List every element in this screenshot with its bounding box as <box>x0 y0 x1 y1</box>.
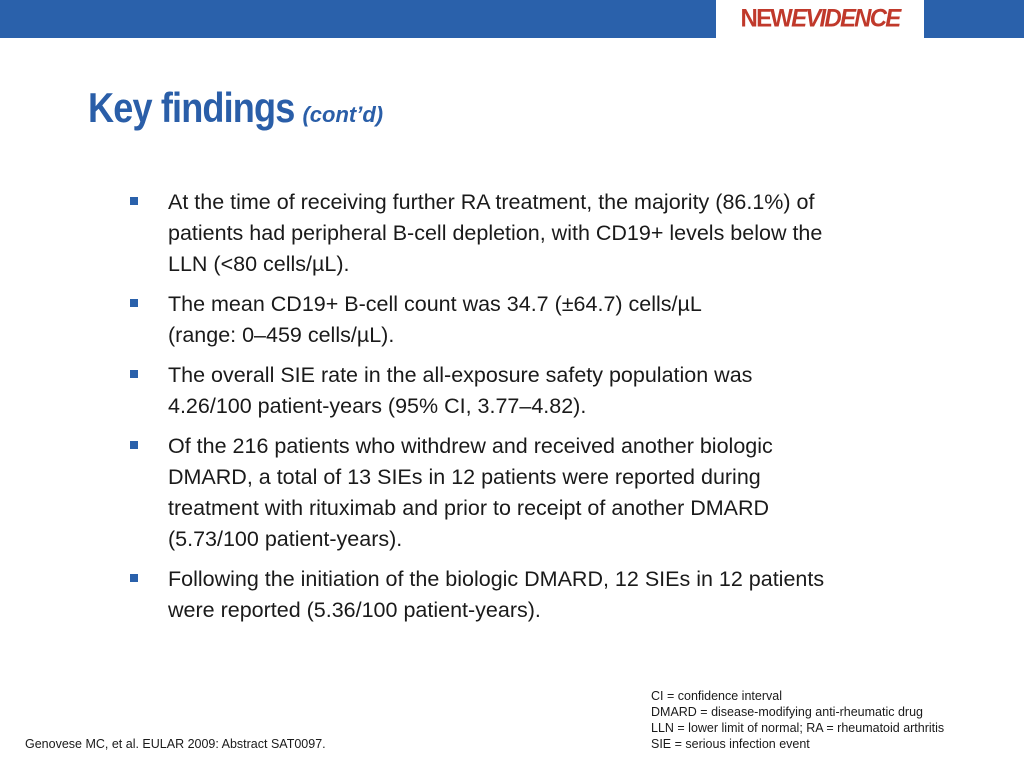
finding-text: Following the initiation of the biologic… <box>168 567 825 622</box>
slide-title-main: Key findings <box>88 84 295 131</box>
finding-text: The overall SIE rate in the all-exposure… <box>168 363 753 418</box>
abbreviation-item: CI = confidence interval <box>651 689 782 703</box>
abbreviation-item: DMARD = disease-modifying anti-rheumatic… <box>651 705 923 719</box>
abbreviations-legend: CI = confidence interval DMARD = disease… <box>651 688 944 752</box>
square-bullet-icon <box>130 574 138 582</box>
finding-text: At the time of receiving further RA trea… <box>168 190 823 276</box>
abbreviation-item: SIE = serious infection event <box>651 737 810 751</box>
slide-title-subtitle: (cont’d) <box>302 102 384 127</box>
square-bullet-icon <box>130 370 138 378</box>
finding-bullet-1: At the time of receiving further RA trea… <box>130 187 970 280</box>
square-bullet-icon <box>130 299 138 307</box>
key-findings-list: At the time of receiving further RA trea… <box>130 187 970 635</box>
slide-title: Key findings (cont’d) <box>88 84 383 132</box>
finding-bullet-3: The overall SIE rate in the all-exposure… <box>130 360 970 422</box>
finding-text: Of the 216 patients who withdrew and rec… <box>168 434 773 551</box>
finding-bullet-2: The mean CD19+ B-cell count was 34.7 (±6… <box>130 289 970 351</box>
citation: Genovese MC, et al. EULAR 2009: Abstract… <box>25 737 326 751</box>
square-bullet-icon <box>130 441 138 449</box>
finding-bullet-5: Following the initiation of the biologic… <box>130 564 970 626</box>
finding-bullet-4: Of the 216 patients who withdrew and rec… <box>130 431 970 555</box>
newevidence-logo: NEW EVIDENCE <box>740 4 902 33</box>
square-bullet-icon <box>130 197 138 205</box>
logo-container: NEW EVIDENCE <box>716 0 924 38</box>
logo-text-new: NEW <box>740 4 793 33</box>
finding-text: The mean CD19+ B-cell count was 34.7 (±6… <box>168 292 702 347</box>
abbreviation-item: LLN = lower limit of normal; RA = rheuma… <box>651 721 945 735</box>
logo-text-evidence: EVIDENCE <box>791 4 901 33</box>
